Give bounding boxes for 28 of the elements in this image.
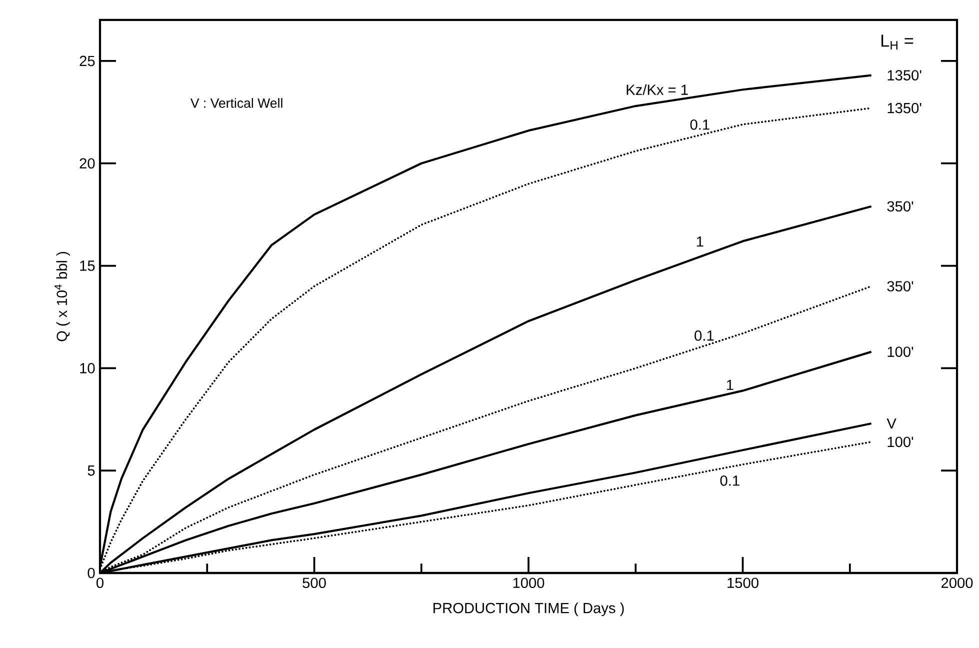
annotation: 1 bbox=[696, 236, 704, 247]
x-tick-label: 2000 bbox=[941, 578, 973, 588]
series-label: 100' bbox=[888, 436, 914, 448]
series-label: 350' bbox=[887, 281, 914, 292]
y-tick-label: 20 bbox=[80, 158, 95, 169]
y-tick-label: 5 bbox=[88, 466, 95, 476]
annotation: 0.1 bbox=[694, 330, 714, 341]
annotation: 0.1 bbox=[690, 119, 710, 130]
x-tick-label: 0 bbox=[96, 578, 104, 588]
x-tick-label: 1500 bbox=[728, 578, 758, 588]
y-tick-label: 10 bbox=[80, 363, 95, 374]
series-label: 100' bbox=[888, 346, 914, 357]
series-label: 350' bbox=[887, 201, 914, 212]
annotation: 0.1 bbox=[720, 475, 740, 486]
annotation: 1 bbox=[726, 380, 734, 390]
y-axis-title: Q ( x 10$^{4}$ bbl ) bbox=[54, 252, 70, 342]
x-tick-label: 500 bbox=[302, 578, 326, 588]
y-tick-label: 0 bbox=[88, 568, 95, 578]
annotation: L$_{H}$ = bbox=[881, 34, 914, 50]
x-axis-title: PRODUCTION TIME ( Days ) bbox=[434, 602, 624, 616]
series-label: 1350' bbox=[888, 102, 922, 114]
series-label: 1350' bbox=[888, 70, 922, 80]
series-label: V bbox=[886, 418, 896, 429]
y-tick-label: 15 bbox=[80, 260, 95, 271]
annotation: V : Vertical Well bbox=[190, 98, 282, 108]
x-tick-label: 1000 bbox=[513, 578, 544, 588]
annotation: Kz/Kx = 1 bbox=[626, 84, 688, 95]
y-tick-label: 25 bbox=[80, 56, 95, 66]
